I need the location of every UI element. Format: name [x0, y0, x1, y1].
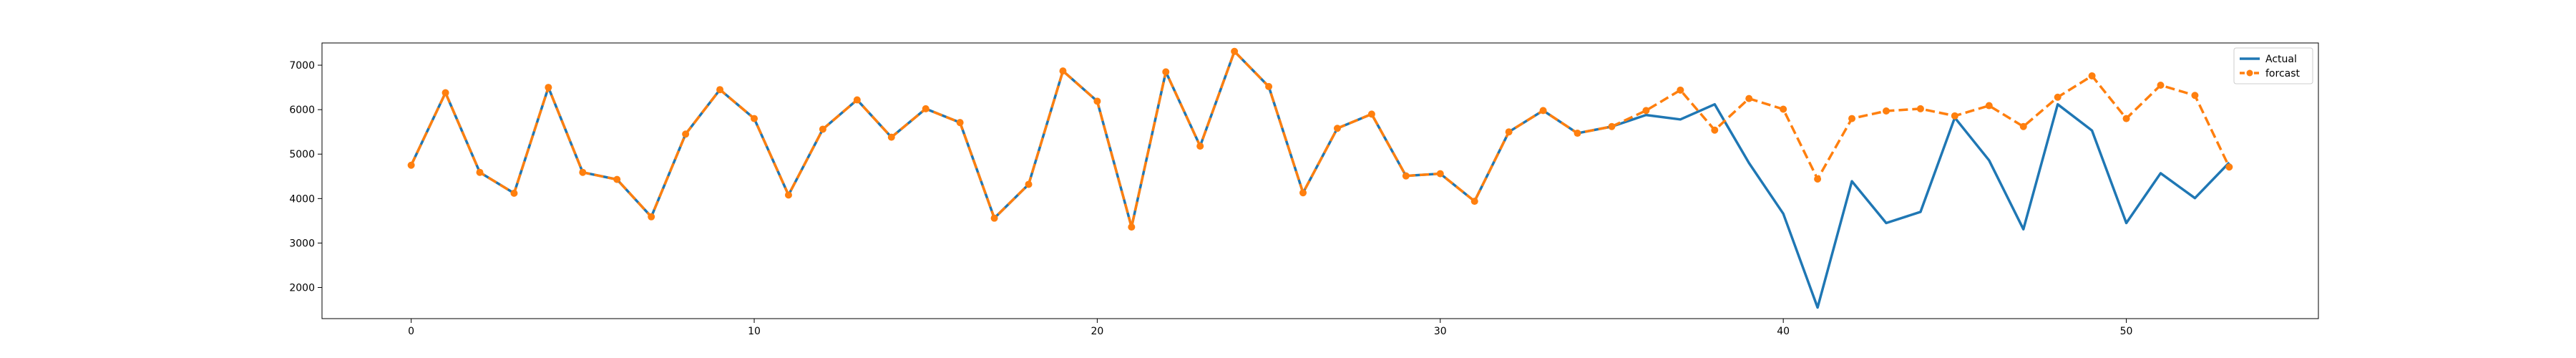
data-point-forcast — [784, 191, 792, 199]
data-point-forcast — [2019, 122, 2027, 130]
plot-layer — [407, 47, 2233, 309]
legend: Actual forcast — [2233, 47, 2313, 84]
data-point-forcast — [990, 214, 998, 222]
data-point-forcast — [1402, 172, 1410, 180]
data-point-forcast — [1745, 95, 1753, 102]
x-tick-label: 0 — [408, 326, 414, 337]
data-point-forcast — [2225, 163, 2233, 171]
series-line-forcast — [410, 50, 2230, 228]
data-point-forcast — [1196, 142, 1204, 150]
data-point-forcast — [1470, 198, 1478, 205]
data-point-forcast — [545, 84, 552, 92]
data-point-forcast — [1505, 128, 1513, 136]
data-point-forcast — [2122, 115, 2130, 122]
legend-label-actual: Actual — [2265, 54, 2297, 65]
x-tick-label: 50 — [2120, 326, 2133, 337]
data-point-forcast — [2157, 81, 2165, 89]
plot-area-frame — [321, 42, 2319, 319]
data-point-forcast — [1780, 105, 1787, 113]
legend-label-forcast: forcast — [2265, 68, 2301, 79]
data-point-forcast — [1299, 189, 1307, 197]
data-point-forcast — [441, 89, 449, 97]
y-tick-label: 5000 — [289, 149, 315, 160]
data-point-forcast — [1265, 82, 1273, 90]
data-point-forcast — [853, 96, 861, 104]
axis-layer: 0 10 20 30 40 50 2000 3000 4000 5000 6000 7000 — [289, 60, 2132, 337]
data-point-forcast — [956, 119, 964, 127]
data-point-forcast — [510, 189, 518, 197]
data-point-forcast — [1025, 180, 1033, 188]
data-point-forcast — [1916, 105, 1924, 112]
data-point-forcast — [922, 105, 930, 112]
data-point-forcast — [887, 133, 895, 141]
y-tick-label: 3000 — [289, 238, 315, 249]
y-tick-label: 7000 — [289, 60, 315, 72]
data-point-forcast — [1574, 130, 1581, 137]
data-point-forcast — [476, 168, 484, 176]
legend-marker-forcast — [2246, 69, 2253, 77]
y-tick-label: 6000 — [289, 105, 315, 116]
data-point-forcast — [1951, 112, 1958, 120]
x-tick-label: 20 — [1091, 326, 1103, 337]
data-point-forcast — [2088, 72, 2096, 79]
legend-box — [2233, 47, 2313, 84]
data-point-forcast — [648, 213, 655, 221]
y-tick-label: 2000 — [289, 283, 315, 294]
data-point-forcast — [2054, 93, 2062, 101]
data-point-forcast — [1677, 86, 1684, 94]
x-tick-label: 40 — [1777, 326, 1790, 337]
data-point-forcast — [1848, 115, 1856, 122]
data-point-forcast — [1436, 170, 1444, 178]
x-tick-label: 30 — [1434, 326, 1447, 337]
data-point-forcast — [1162, 68, 1170, 76]
data-point-forcast — [1642, 107, 1650, 115]
data-point-forcast — [1711, 126, 1719, 134]
x-tick-label: 10 — [748, 326, 761, 337]
data-point-forcast — [1059, 67, 1067, 75]
data-point-forcast — [1093, 97, 1101, 105]
data-point-forcast — [1231, 47, 1239, 55]
data-point-forcast — [1814, 175, 1822, 183]
data-point-forcast — [819, 125, 826, 133]
data-point-forcast — [751, 115, 758, 122]
data-point-forcast — [407, 161, 415, 169]
data-point-forcast — [2191, 92, 2199, 100]
data-point-forcast — [1128, 223, 1136, 231]
data-point-forcast — [1367, 110, 1375, 118]
data-point-forcast — [1882, 107, 1890, 115]
data-point-forcast — [1608, 122, 1616, 130]
data-point-forcast — [579, 168, 587, 176]
data-point-forcast — [1539, 107, 1547, 115]
data-point-forcast — [682, 130, 690, 138]
data-point-forcast — [1333, 125, 1341, 132]
data-point-forcast — [716, 86, 724, 94]
data-point-forcast — [613, 175, 621, 183]
data-point-forcast — [1985, 102, 1993, 110]
y-tick-label: 4000 — [289, 193, 315, 205]
